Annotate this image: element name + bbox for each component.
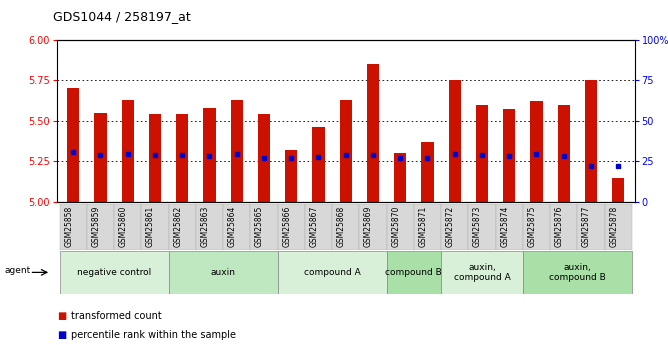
Text: auxin: auxin bbox=[210, 268, 236, 277]
Text: compound A: compound A bbox=[304, 268, 361, 277]
Bar bbox=[476, 105, 488, 202]
Text: GSM25875: GSM25875 bbox=[528, 206, 536, 247]
FancyBboxPatch shape bbox=[59, 251, 168, 294]
FancyBboxPatch shape bbox=[523, 204, 550, 250]
Text: GSM25866: GSM25866 bbox=[282, 206, 291, 247]
FancyBboxPatch shape bbox=[168, 251, 277, 294]
Text: percentile rank within the sample: percentile rank within the sample bbox=[71, 330, 236, 339]
FancyBboxPatch shape bbox=[141, 204, 168, 250]
Text: GSM25862: GSM25862 bbox=[173, 206, 182, 247]
FancyBboxPatch shape bbox=[223, 204, 250, 250]
Text: compound B: compound B bbox=[385, 268, 442, 277]
Text: GSM25876: GSM25876 bbox=[554, 206, 564, 247]
FancyBboxPatch shape bbox=[250, 204, 277, 250]
Bar bbox=[176, 114, 188, 202]
Bar bbox=[313, 127, 325, 202]
FancyBboxPatch shape bbox=[196, 204, 223, 250]
Text: GSM25861: GSM25861 bbox=[146, 206, 155, 247]
Text: GSM25878: GSM25878 bbox=[609, 206, 619, 247]
Text: GSM25871: GSM25871 bbox=[418, 206, 428, 247]
FancyBboxPatch shape bbox=[168, 204, 196, 250]
Text: GSM25860: GSM25860 bbox=[119, 206, 128, 247]
FancyBboxPatch shape bbox=[550, 204, 577, 250]
FancyBboxPatch shape bbox=[387, 251, 441, 294]
FancyBboxPatch shape bbox=[277, 204, 305, 250]
Bar bbox=[67, 88, 79, 202]
Text: agent: agent bbox=[5, 266, 31, 275]
Bar bbox=[530, 101, 542, 202]
FancyBboxPatch shape bbox=[577, 204, 605, 250]
Text: GSM25867: GSM25867 bbox=[309, 206, 319, 247]
FancyBboxPatch shape bbox=[414, 204, 441, 250]
Text: GSM25865: GSM25865 bbox=[255, 206, 264, 247]
Bar bbox=[449, 80, 461, 202]
FancyBboxPatch shape bbox=[332, 204, 359, 250]
Bar bbox=[503, 109, 515, 202]
FancyBboxPatch shape bbox=[114, 204, 141, 250]
Bar bbox=[558, 105, 570, 202]
Bar bbox=[394, 153, 406, 202]
FancyBboxPatch shape bbox=[387, 204, 414, 250]
FancyBboxPatch shape bbox=[305, 204, 332, 250]
Text: GSM25868: GSM25868 bbox=[337, 206, 346, 247]
Bar bbox=[585, 80, 597, 202]
FancyBboxPatch shape bbox=[441, 251, 523, 294]
FancyBboxPatch shape bbox=[523, 251, 632, 294]
Bar bbox=[367, 64, 379, 202]
Bar bbox=[612, 177, 625, 202]
Text: negative control: negative control bbox=[77, 268, 151, 277]
FancyBboxPatch shape bbox=[605, 204, 632, 250]
FancyBboxPatch shape bbox=[59, 204, 87, 250]
Text: ■: ■ bbox=[57, 311, 66, 321]
Text: GSM25864: GSM25864 bbox=[228, 206, 236, 247]
Text: ■: ■ bbox=[57, 330, 66, 339]
Text: GSM25873: GSM25873 bbox=[473, 206, 482, 247]
FancyBboxPatch shape bbox=[468, 204, 496, 250]
Text: GSM25874: GSM25874 bbox=[500, 206, 509, 247]
Bar bbox=[149, 114, 161, 202]
Text: GSM25877: GSM25877 bbox=[582, 206, 591, 247]
Bar bbox=[122, 100, 134, 202]
Text: GSM25859: GSM25859 bbox=[92, 206, 100, 247]
Text: GDS1044 / 258197_at: GDS1044 / 258197_at bbox=[53, 10, 191, 23]
FancyBboxPatch shape bbox=[359, 204, 387, 250]
Bar bbox=[94, 113, 106, 202]
Text: GSM25872: GSM25872 bbox=[446, 206, 455, 247]
Text: GSM25858: GSM25858 bbox=[64, 206, 73, 247]
Text: GSM25863: GSM25863 bbox=[200, 206, 209, 247]
Text: GSM25870: GSM25870 bbox=[391, 206, 400, 247]
FancyBboxPatch shape bbox=[496, 204, 523, 250]
Bar bbox=[230, 100, 242, 202]
FancyBboxPatch shape bbox=[87, 204, 114, 250]
Text: transformed count: transformed count bbox=[71, 311, 162, 321]
FancyBboxPatch shape bbox=[277, 251, 387, 294]
Bar bbox=[285, 150, 297, 202]
Text: auxin,
compound A: auxin, compound A bbox=[454, 263, 510, 282]
Bar bbox=[339, 100, 352, 202]
Text: GSM25869: GSM25869 bbox=[364, 206, 373, 247]
Bar bbox=[203, 108, 216, 202]
FancyBboxPatch shape bbox=[441, 204, 468, 250]
Bar bbox=[258, 114, 270, 202]
Bar bbox=[422, 142, 434, 202]
Text: auxin,
compound B: auxin, compound B bbox=[549, 263, 606, 282]
